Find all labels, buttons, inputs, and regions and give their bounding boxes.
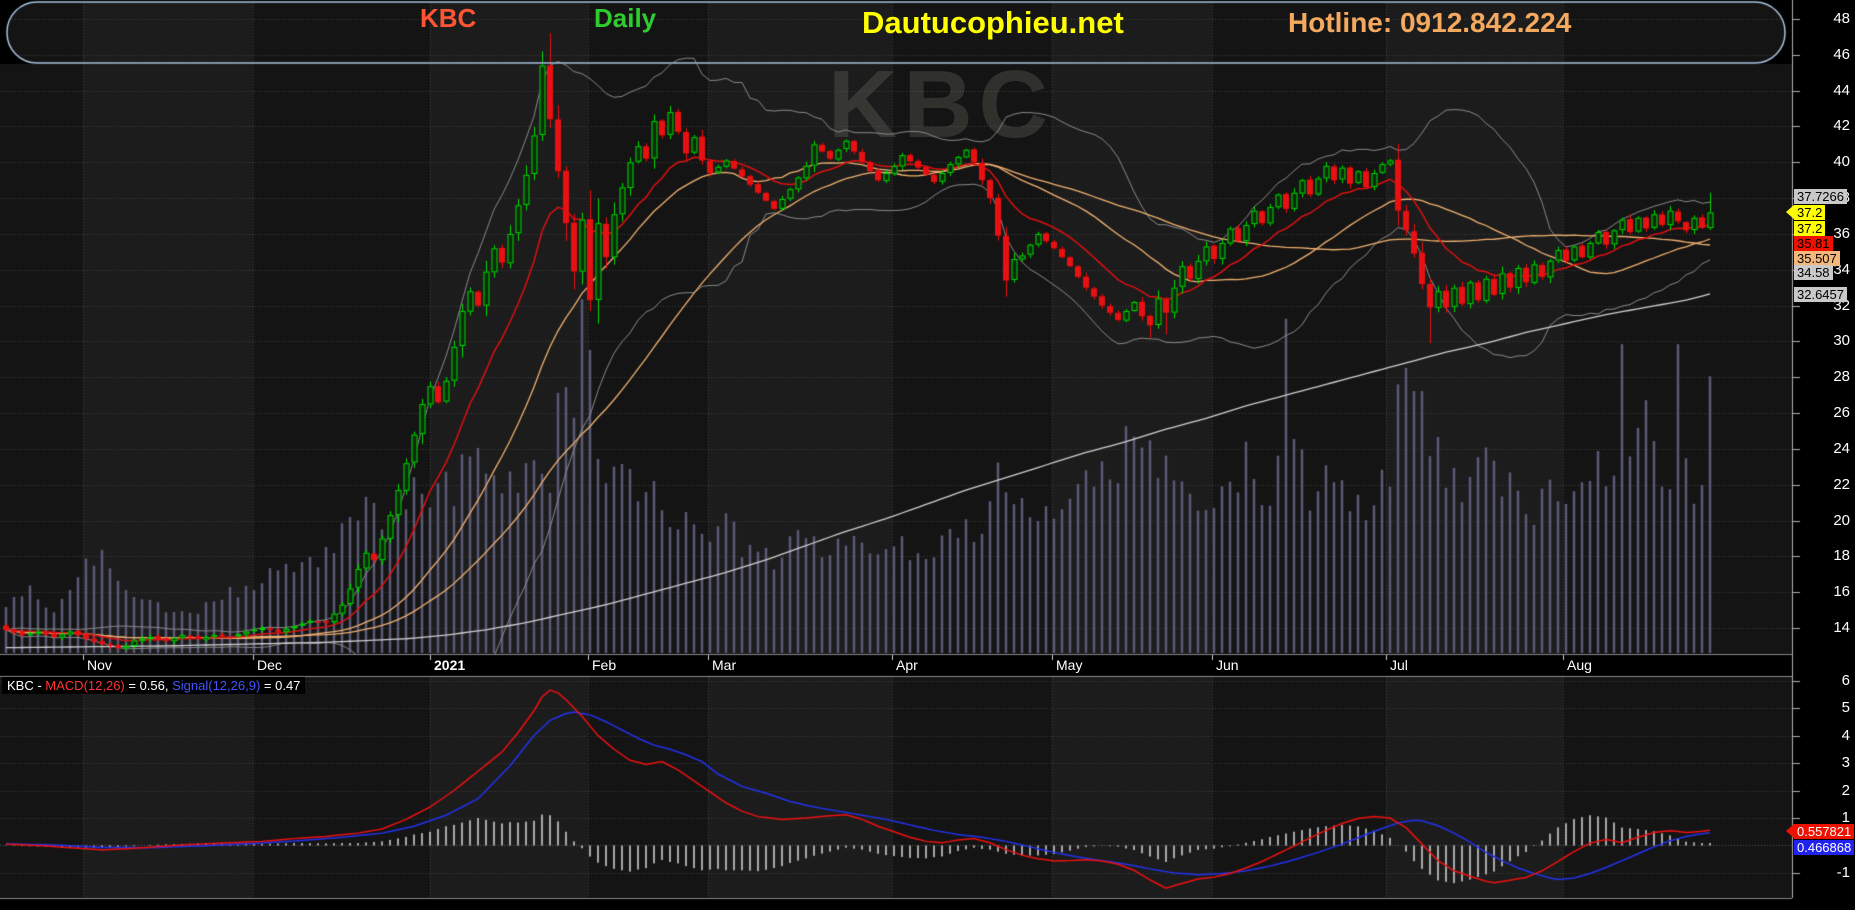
trading-chart-window: KBC KBC Daily Dautucophieu.net Hotline: … — [0, 0, 1855, 910]
price-chart-canvas[interactable] — [0, 0, 1855, 910]
